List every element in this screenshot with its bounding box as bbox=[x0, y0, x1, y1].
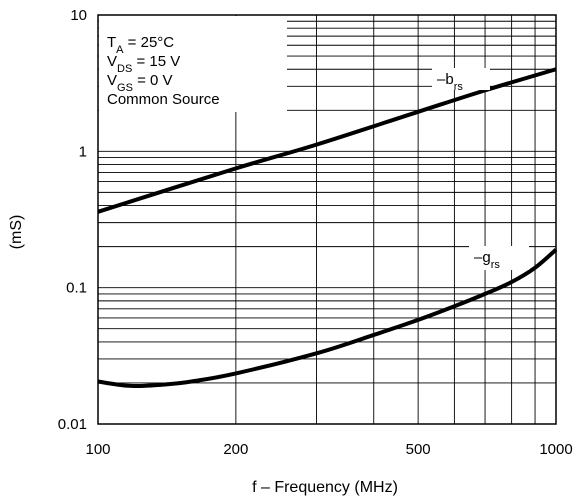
x-tick-label: 200 bbox=[223, 441, 248, 458]
condition-vds-subscript: DS bbox=[117, 63, 132, 75]
curve-label-brs-main: –b bbox=[437, 71, 454, 88]
condition-vds: VDS = 15 V bbox=[107, 53, 180, 75]
y-tick-label: 0.01 bbox=[58, 416, 87, 433]
condition-vds-prefix: V bbox=[107, 53, 117, 70]
curve-label-grs-main: –g bbox=[474, 249, 491, 266]
condition-config: Common Source bbox=[107, 91, 220, 108]
y-tick-label: 10 bbox=[70, 7, 87, 24]
curve-label-brs-subscript: rs bbox=[454, 81, 464, 93]
x-axis-title: f – Frequency (MHz) bbox=[252, 479, 398, 496]
condition-ta-value: = 25°C bbox=[124, 34, 175, 51]
condition-vgs-subscript: GS bbox=[117, 82, 133, 94]
y-axis-title: (mS) bbox=[8, 215, 25, 250]
curve-label-brs: –brs bbox=[437, 71, 463, 93]
curve-label-brs-background bbox=[432, 68, 490, 90]
x-axis-tick-labels: 100 200 500 1000 bbox=[85, 441, 572, 458]
condition-vgs-value: = 0 V bbox=[133, 72, 173, 89]
x-tick-label: 1000 bbox=[539, 441, 572, 458]
conditions-box: TA = 25°C VDS = 15 V VGS = 0 V Common So… bbox=[99, 16, 287, 112]
curve-label-grs-subscript: rs bbox=[491, 259, 501, 271]
conditions-box-background bbox=[99, 16, 287, 112]
condition-ta: TA = 25°C bbox=[107, 34, 174, 56]
y-axis-tick-labels: 0.01 0.1 1 10 bbox=[58, 7, 87, 433]
plot-frame bbox=[97, 14, 557, 425]
curve-brs bbox=[97, 67, 557, 214]
y-tick-label: 0.1 bbox=[66, 280, 87, 297]
curve-labels: –brs –grs bbox=[432, 68, 529, 271]
data-curves bbox=[97, 67, 558, 388]
condition-ta-subscript: A bbox=[116, 44, 124, 56]
curve-grs bbox=[97, 248, 558, 388]
condition-vgs: VGS = 0 V bbox=[107, 72, 173, 94]
condition-vds-value: = 15 V bbox=[132, 53, 180, 70]
x-tick-label: 100 bbox=[85, 441, 110, 458]
condition-vgs-prefix: V bbox=[107, 72, 117, 89]
condition-ta-prefix: T bbox=[107, 34, 116, 51]
x-tick-label: 500 bbox=[406, 441, 431, 458]
curve-label-grs: –grs bbox=[474, 249, 500, 271]
y-tick-label: 1 bbox=[79, 143, 87, 160]
curve-label-grs-background bbox=[469, 246, 529, 270]
